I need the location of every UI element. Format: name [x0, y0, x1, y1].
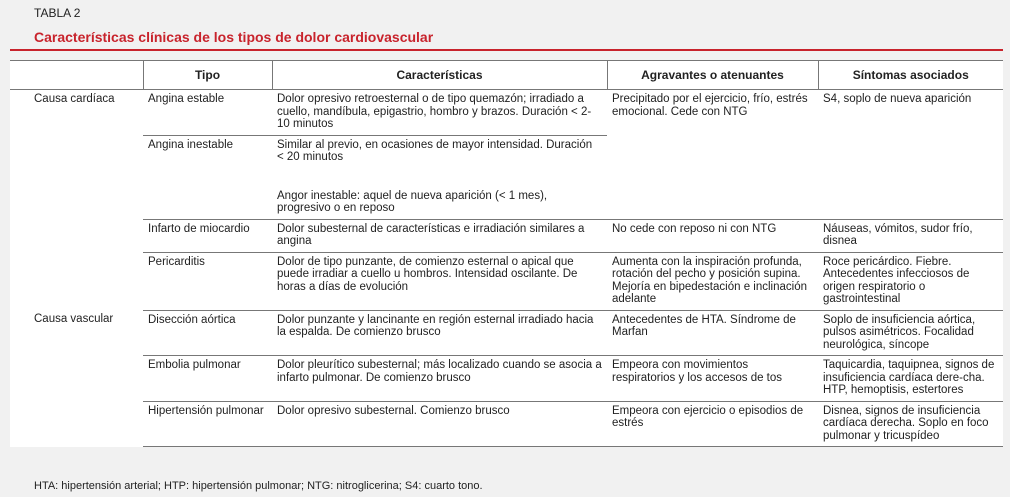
paragraph: Angor inestable: aquel de nueva aparició… [277, 189, 548, 215]
type-cell: Hipertensión pulmonar [143, 401, 272, 447]
table-row: Causa vascular Disección aórtica Dolor pun… [10, 310, 1003, 356]
aggravants-cell: Empeora con movimientos respiratorios y … [607, 355, 818, 402]
characteristics-cell: Dolor subesternal de características e i… [272, 219, 607, 253]
paragraph: Dolor de tipo punzante, de comienzo este… [277, 255, 578, 293]
type-cell: Angina estable [143, 89, 272, 136]
paragraph: Dolor punzante y lancinante en región es… [277, 313, 594, 339]
symptoms-cell: Soplo de insuficiencia aórtica, pulsos a… [818, 310, 1003, 356]
footnote: HTA: hipertensión arterial; HTP: hiperte… [34, 480, 483, 492]
header-cell: Síntomas asociados [817, 60, 1003, 90]
cause-cell: Causa vascular [34, 313, 114, 325]
table-row: Infarto de miocardio Dolor subesternal de… [10, 219, 1003, 253]
table-title: Características clínicas de los tipos de… [34, 29, 434, 45]
table-row: Pericarditis Dolor de tipo punzante, de c… [10, 252, 1003, 311]
table-row: Embolia pulmonar Dolor pleurítico subeste… [10, 355, 1003, 402]
table-label: TABLA 2 [34, 6, 81, 20]
type-cell: Pericarditis [143, 252, 272, 311]
header-row: Tipo Características Agravantes o atenuant… [10, 60, 1003, 90]
characteristics-cell: Similar al previo, en ocasiones de mayor… [272, 135, 607, 220]
symptoms-cell: Taquicardia, taquipnea, signos de insufi… [818, 355, 1003, 402]
title-rule [10, 49, 1003, 51]
paragraph: Dolor pleurítico subesternal; más locali… [277, 359, 602, 384]
type-cell: Angina inestable [143, 135, 272, 220]
paragraph: Dolor opresivo retroesternal o de tipo q… [277, 93, 592, 130]
paragraph: Similar al previo, en ocasiones de mayor… [277, 138, 593, 164]
symptoms-cell: S4, soplo de nueva aparición [818, 89, 1003, 220]
symptoms-cell: Disnea, signos de insuficiencia cardíaca… [818, 401, 1003, 447]
aggravants-cell: Antecedentes de HTA. Síndrome de Marfan [607, 310, 818, 356]
cause-cell: Causa cardíaca [34, 93, 115, 105]
header-cell: Características [271, 60, 607, 90]
characteristics-cell: Dolor opresivo retroesternal o de tipo q… [272, 89, 607, 136]
header-cell: Tipo [142, 60, 272, 90]
header-cell: Agravantes o atenuantes [606, 60, 818, 90]
header-cell [10, 60, 143, 90]
paragraph: Dolor subesternal de características e i… [277, 222, 585, 248]
table-row: Hipertensión pulmonar Dolor opresivo sube… [10, 401, 1003, 447]
aggravants-cell: No cede con reposo ni con NTG [607, 219, 818, 253]
characteristics-cell: Dolor punzante y lancinante en región es… [272, 310, 607, 356]
aggravants-cell: Aumenta con la inspiración profunda, rot… [607, 252, 818, 311]
symptoms-cell: Náuseas, vómitos, sudor frío, disnea [818, 219, 1003, 253]
table-row: Angina inestable Similar al previo, en oc… [10, 135, 1003, 220]
characteristics-cell: Dolor pleurítico subesternal; más locali… [272, 355, 607, 402]
symptoms-cell: Roce pericárdico. Fiebre. Antecedentes i… [818, 252, 1003, 311]
type-cell: Infarto de miocardio [143, 219, 272, 253]
aggravants-cell: Empeora con ejercicio o episodios de est… [607, 401, 818, 447]
table-row: Causa cardíaca Angina estable Dolor opresi… [10, 89, 1003, 220]
aggravants-cell: Precipitado por el ejercicio, frío, estr… [607, 89, 818, 220]
type-cell: Embolia pulmonar [143, 355, 272, 402]
table: Tipo Características Agravantes o atenuant… [10, 60, 1003, 447]
characteristics-cell: Dolor de tipo punzante, de comienzo este… [272, 252, 607, 311]
paragraph: Dolor opresivo subesternal. Comienzo bru… [277, 404, 510, 417]
type-cell: Disección aórtica [143, 310, 272, 356]
characteristics-cell: Dolor opresivo subesternal. Comienzo bru… [272, 401, 607, 447]
